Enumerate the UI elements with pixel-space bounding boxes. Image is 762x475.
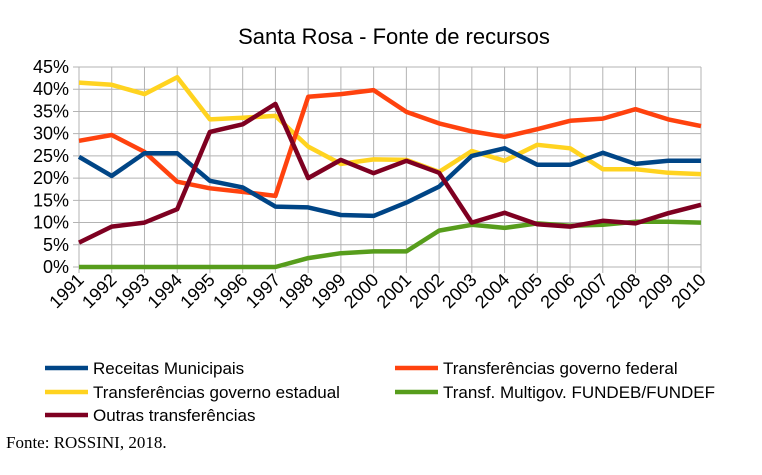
y-tick-label: 40% [33, 79, 69, 99]
y-axis: 0%5%10% 15%20%25%30% 35%40%45% [33, 57, 69, 277]
x-axis: 1991199219931994199519961997199819992000… [45, 270, 709, 312]
y-tick-label: 5% [43, 235, 69, 255]
x-tick-label: 2008 [602, 270, 644, 312]
y-tick-label: 20% [33, 168, 69, 188]
y-tick-label: 35% [33, 101, 69, 121]
x-tick-label: 2002 [405, 270, 447, 312]
legend-label: Transferências governo estadual [93, 383, 340, 402]
legend-label: Transferências governo federal [443, 359, 678, 378]
legend-label: Receitas Municipais [93, 359, 244, 378]
y-tick-label: 15% [33, 190, 69, 210]
x-tick-label: 1998 [275, 270, 317, 312]
y-tick-label: 45% [33, 57, 69, 77]
x-tick-label: 1995 [176, 270, 218, 312]
x-tick-label: 2007 [569, 270, 611, 312]
y-tick-label: 25% [33, 146, 69, 166]
x-tick-label: 2004 [471, 270, 513, 312]
x-tick-label: 2009 [635, 270, 677, 312]
x-tick-label: 1994 [144, 270, 186, 312]
x-tick-label: 1999 [307, 270, 349, 312]
x-tick-label: 2005 [504, 270, 546, 312]
x-tick-label: 1993 [111, 270, 153, 312]
series-line-1 [78, 87, 702, 199]
legend: Receitas Municipais Transferências govern… [45, 359, 715, 425]
series-line-4 [78, 101, 702, 245]
x-tick-label: 2000 [340, 270, 382, 312]
x-tick-label: 1992 [78, 270, 120, 312]
x-tick-label: 1997 [242, 270, 284, 312]
x-tick-label: 2010 [667, 270, 709, 312]
y-tick-label: 0% [43, 257, 69, 277]
x-tick-label: 2001 [373, 270, 415, 312]
y-tick-label: 30% [33, 124, 69, 144]
source-note: Fonte: ROSSINI, 2018. [6, 433, 167, 452]
x-tick-label: 1996 [209, 270, 251, 312]
legend-label: Transf. Multigov. FUNDEB/FUNDEF [443, 383, 715, 402]
series-line-2 [78, 74, 702, 177]
series-line-3 [79, 219, 702, 270]
y-tick-label: 10% [33, 213, 69, 233]
series-group [77, 74, 702, 270]
chart-title: Santa Rosa - Fonte de recursos [238, 24, 550, 49]
series-line-0 [77, 146, 701, 219]
x-tick-label: 2006 [536, 270, 578, 312]
legend-label: Outras transferências [93, 406, 256, 425]
x-tick-label: 2003 [438, 270, 480, 312]
